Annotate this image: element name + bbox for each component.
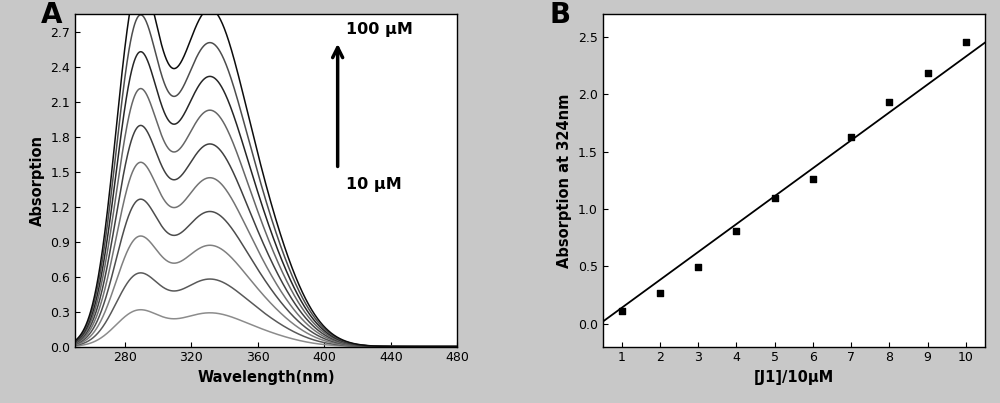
Point: [690, 264, 706, 271]
Point: [652, 289, 668, 296]
Text: 10 μM: 10 μM: [346, 177, 402, 192]
Y-axis label: Absorption: Absorption: [30, 135, 45, 226]
Point: [728, 228, 744, 234]
X-axis label: [J1]/10μM: [J1]/10μM: [754, 370, 834, 385]
Y-axis label: Absorption at 324nm: Absorption at 324nm: [557, 93, 572, 268]
Point: [958, 38, 974, 45]
Text: A: A: [41, 1, 62, 29]
Point: [767, 194, 783, 201]
Point: [881, 99, 897, 106]
X-axis label: Wavelength(nm): Wavelength(nm): [197, 370, 335, 385]
Text: B: B: [549, 1, 570, 29]
Point: [920, 69, 936, 76]
Point: [843, 133, 859, 140]
Point: [805, 176, 821, 183]
Text: 100 μM: 100 μM: [346, 23, 413, 37]
Point: [614, 308, 630, 314]
